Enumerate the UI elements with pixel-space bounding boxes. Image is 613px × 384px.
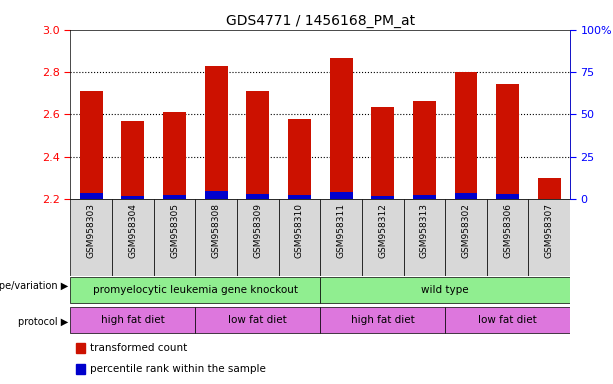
Text: low fat diet: low fat diet	[229, 314, 287, 325]
Bar	[70, 307, 196, 333]
Bar	[246, 91, 269, 199]
Bar	[163, 113, 186, 199]
Text: GSM958309: GSM958309	[253, 203, 262, 258]
Text: GSM958302: GSM958302	[462, 203, 471, 258]
Bar	[445, 307, 570, 333]
Text: high fat diet: high fat diet	[351, 314, 414, 325]
Text: protocol ▶: protocol ▶	[18, 317, 69, 327]
Text: GSM958313: GSM958313	[420, 203, 429, 258]
Bar	[70, 277, 320, 303]
Bar	[496, 194, 519, 199]
Text: high fat diet: high fat diet	[101, 314, 165, 325]
Bar	[371, 195, 394, 199]
Bar	[455, 193, 478, 199]
Bar	[196, 307, 320, 333]
Bar	[237, 199, 279, 276]
Bar	[320, 199, 362, 276]
Bar	[538, 178, 561, 199]
Text: genotype/variation ▶: genotype/variation ▶	[0, 281, 69, 291]
Text: GSM958312: GSM958312	[378, 203, 387, 258]
Text: GSM958307: GSM958307	[545, 203, 554, 258]
Bar	[246, 194, 269, 199]
Title: GDS4771 / 1456168_PM_at: GDS4771 / 1456168_PM_at	[226, 13, 415, 28]
Bar	[320, 307, 445, 333]
Text: low fat diet: low fat diet	[478, 314, 537, 325]
Bar	[205, 191, 227, 199]
Bar	[77, 343, 85, 353]
Bar	[196, 199, 237, 276]
Text: GSM958308: GSM958308	[211, 203, 221, 258]
Bar	[371, 107, 394, 199]
Bar	[330, 192, 352, 199]
Bar	[320, 277, 570, 303]
Text: transformed count: transformed count	[90, 343, 187, 353]
Bar	[445, 199, 487, 276]
Bar	[121, 121, 145, 199]
Bar	[205, 66, 227, 199]
Text: GSM958310: GSM958310	[295, 203, 304, 258]
Bar	[80, 193, 103, 199]
Bar	[288, 119, 311, 199]
Text: GSM958303: GSM958303	[87, 203, 96, 258]
Text: wild type: wild type	[421, 285, 469, 295]
Bar	[77, 364, 85, 374]
Text: GSM958311: GSM958311	[337, 203, 346, 258]
Bar	[154, 199, 196, 276]
Bar	[496, 84, 519, 199]
Bar	[288, 195, 311, 199]
Bar	[112, 199, 154, 276]
Text: GSM958306: GSM958306	[503, 203, 512, 258]
Text: GSM958304: GSM958304	[129, 203, 137, 258]
Bar	[163, 195, 186, 199]
Bar	[455, 72, 478, 199]
Text: GSM958305: GSM958305	[170, 203, 179, 258]
Bar	[362, 199, 403, 276]
Bar	[70, 199, 112, 276]
Text: percentile rank within the sample: percentile rank within the sample	[90, 364, 266, 374]
Bar	[80, 91, 103, 199]
Bar	[413, 195, 436, 199]
Bar	[121, 195, 145, 199]
Bar	[528, 199, 570, 276]
Text: promyelocytic leukemia gene knockout: promyelocytic leukemia gene knockout	[93, 285, 298, 295]
Bar	[487, 199, 528, 276]
Bar	[330, 58, 352, 199]
Bar	[403, 199, 445, 276]
Bar	[279, 199, 321, 276]
Bar	[413, 101, 436, 199]
